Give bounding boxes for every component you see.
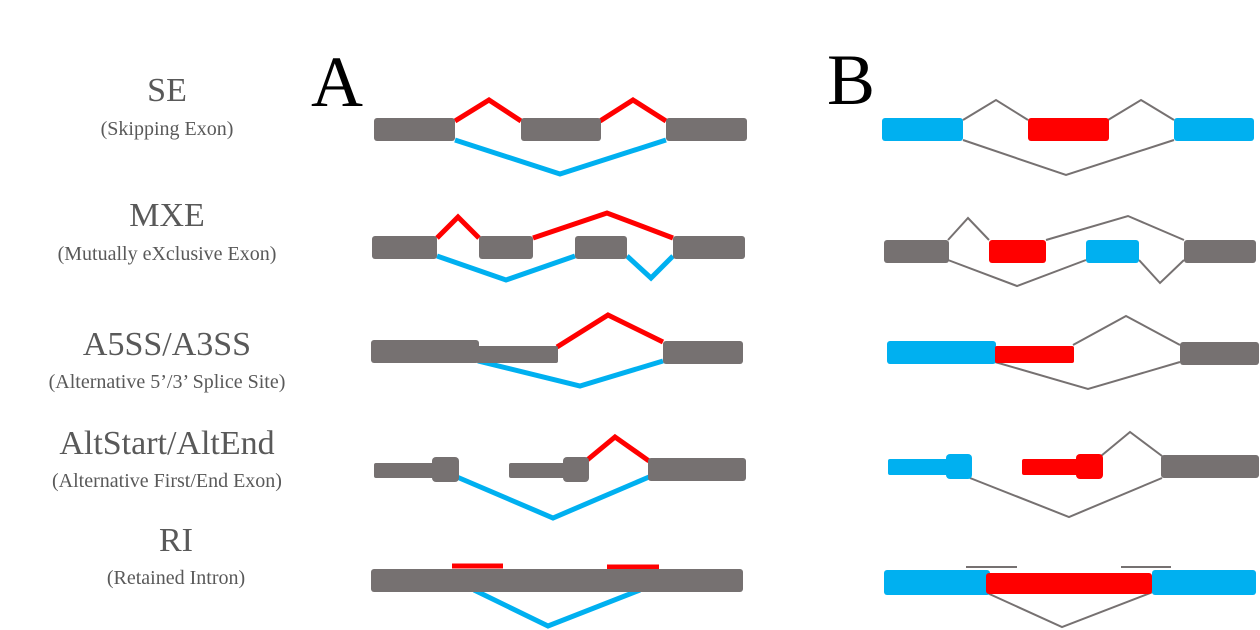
exon [1152,570,1256,595]
junction [984,591,1154,629]
inclusion-junction [598,97,668,124]
row-title-a5ss-a3ss: A5SS/A3SS [83,326,251,363]
row-title-mxe: MXE [129,197,205,234]
exon [673,236,745,259]
exon [1180,342,1259,365]
junction [962,98,1029,121]
exon-extension [995,346,1074,363]
junction [1045,214,1185,241]
utr [888,459,950,475]
panel-b [882,98,1259,629]
panel-b-a5ss-a3ss [887,314,1259,391]
retained-intron-transcript [371,569,743,592]
retained-intron [986,573,1152,594]
row-title-ri: RI [159,522,193,559]
exon [666,118,747,141]
junction [994,361,1181,391]
splicing-junction [472,587,641,629]
exon [432,457,459,482]
exon [563,457,589,482]
alternative-junction [477,358,664,389]
alternative-junction [436,253,576,283]
junction [969,477,1163,519]
junction [1072,314,1181,346]
panel-a-ri [371,563,743,629]
inclusion-junction [532,210,674,241]
exon [521,118,601,141]
exon [575,236,627,259]
exon [1174,118,1254,141]
junction [947,259,1087,288]
junction [1138,259,1185,285]
row-subtitle-mxe: (Mutually eXclusive Exon) [58,243,277,265]
exon [1161,455,1259,478]
panel-b-mxe [884,214,1256,288]
utr [509,463,567,478]
panel-a-se [374,97,747,177]
alternative-junction [456,474,650,521]
row-subtitle-se: (Skipping Exon) [101,118,234,140]
inclusion-junction [584,433,651,464]
junction [1100,430,1163,457]
junction [1107,98,1175,121]
row-labels: SE (Skipping Exon) MXE (Mutually eXclusi… [49,72,286,589]
exon [648,458,746,481]
panel-letter-a: A [311,42,363,122]
row-title-altstart-altend: AltStart/AltEnd [59,425,274,462]
panel-a [371,97,747,629]
exon [1086,240,1139,263]
exon-extension [476,346,558,363]
panel-b-altstart-altend [888,430,1259,519]
panel-a-a5ss-a3ss [371,312,743,389]
exon [1076,454,1103,479]
junction [962,139,1175,177]
row-subtitle-a5ss-a3ss: (Alternative 5’/3’ Splice Site) [49,371,286,393]
exon [1028,118,1109,141]
panel-a-mxe [372,210,745,283]
exon [374,118,455,141]
exon [884,240,949,263]
row-title-se: SE [147,72,187,109]
inclusion-junction [555,312,665,350]
panel-a-altstart-altend [374,433,746,521]
exon [887,341,996,364]
utr [1022,459,1080,475]
panel-b-ri [884,566,1256,629]
exon [372,236,437,259]
exon [663,341,743,364]
junction [947,216,990,241]
skipping-junction [454,137,667,177]
panel-b-se [882,98,1254,177]
exon [989,240,1046,263]
exon [884,570,990,595]
alternative-junction [625,254,675,282]
exon [882,118,963,141]
exon [371,340,479,363]
inclusion-junction [435,213,481,240]
row-subtitle-ri: (Retained Intron) [107,567,245,589]
inclusion-junction [453,97,523,124]
row-subtitle-altstart-altend: (Alternative First/End Exon) [52,470,282,492]
exon [479,236,533,259]
panel-letter-b: B [827,40,875,120]
exon [946,454,972,479]
utr [374,463,436,478]
exon [1184,240,1256,263]
